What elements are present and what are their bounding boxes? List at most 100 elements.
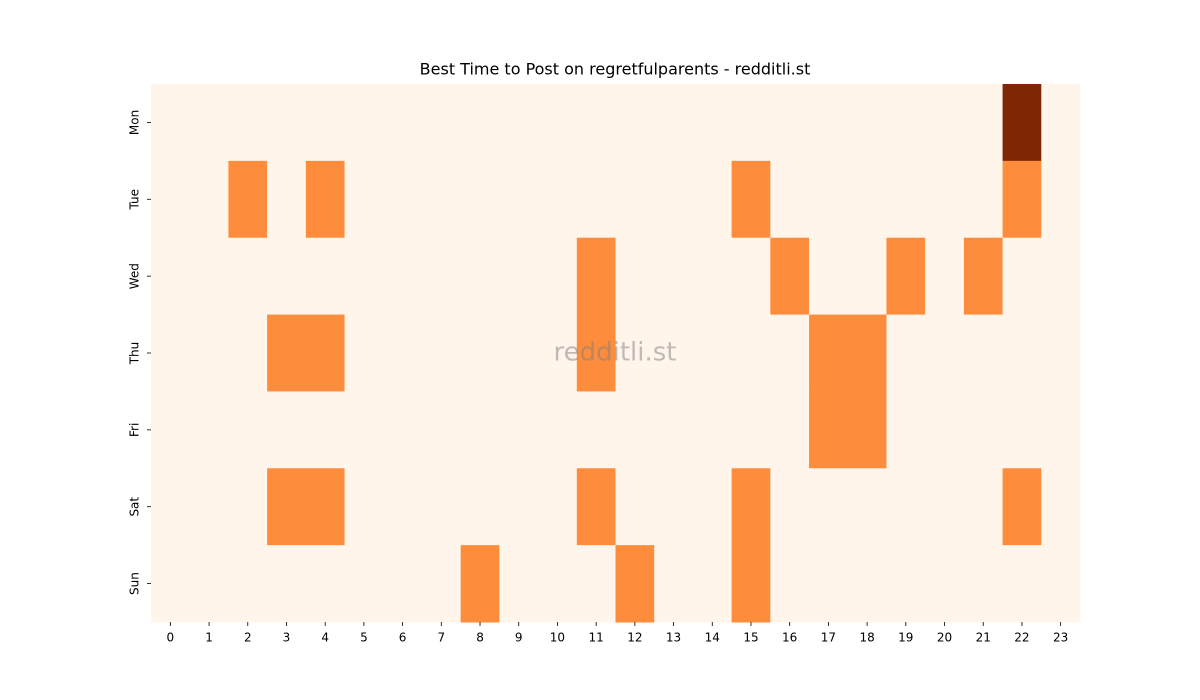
x-tick-label: 16	[782, 631, 797, 645]
cell	[770, 314, 810, 392]
cell	[809, 84, 849, 162]
cell	[228, 468, 268, 546]
x-tick-label: 0	[167, 631, 175, 645]
cell	[770, 237, 810, 316]
x-tick-label: 9	[515, 631, 523, 645]
x-tick-label: 14	[705, 631, 720, 645]
x-tick-label: 21	[976, 631, 991, 645]
x-tick-label: 7	[437, 631, 445, 645]
cell	[383, 237, 423, 316]
cell	[654, 237, 694, 316]
cell	[499, 314, 539, 392]
cell	[847, 160, 887, 239]
cell	[1041, 237, 1081, 316]
cell	[305, 237, 346, 316]
cell	[499, 160, 539, 239]
cell	[692, 314, 733, 392]
x-tick-label: 18	[859, 631, 874, 645]
cell	[421, 237, 462, 316]
cell	[344, 391, 384, 469]
cell	[151, 160, 191, 239]
cell	[151, 468, 191, 546]
cell	[460, 160, 500, 239]
cell	[963, 237, 1004, 316]
x-tick-label: 5	[360, 631, 368, 645]
cell	[692, 237, 733, 316]
cell	[499, 545, 539, 623]
x-tick-label: 20	[937, 631, 952, 645]
cell	[809, 391, 849, 469]
x-tick-label: 10	[550, 631, 565, 645]
cell	[847, 237, 887, 316]
cell	[615, 84, 655, 162]
cell	[383, 468, 423, 546]
cell	[344, 84, 384, 162]
cell	[1041, 391, 1081, 469]
cell	[576, 468, 616, 546]
cell	[847, 545, 887, 623]
cell	[770, 84, 810, 162]
cell	[499, 237, 539, 316]
cell	[692, 545, 733, 623]
cell	[886, 391, 926, 469]
cell	[228, 160, 268, 239]
cell	[886, 545, 926, 623]
cell	[731, 84, 771, 162]
cell	[963, 545, 1004, 623]
cell	[925, 545, 965, 623]
cell	[576, 160, 616, 239]
cell	[421, 314, 462, 392]
x-tick-label: 13	[666, 631, 681, 645]
cell	[615, 160, 655, 239]
cell	[1041, 160, 1081, 239]
y-tick-label: Sat	[128, 497, 142, 517]
cell	[267, 84, 307, 162]
cell	[692, 84, 733, 162]
cell	[615, 468, 655, 546]
cell	[1002, 160, 1042, 239]
cell	[305, 468, 346, 546]
cell	[383, 314, 423, 392]
cell	[886, 314, 926, 392]
cell	[383, 545, 423, 623]
cell	[886, 468, 926, 546]
cell	[654, 84, 694, 162]
cell	[421, 468, 462, 546]
cell	[654, 160, 694, 239]
cell	[963, 468, 1004, 546]
cells	[151, 84, 1081, 623]
cell	[925, 314, 965, 392]
cell	[770, 545, 810, 623]
cell	[460, 391, 500, 469]
cell	[847, 84, 887, 162]
cell	[228, 314, 268, 392]
cell	[383, 391, 423, 469]
cell	[809, 160, 849, 239]
cell	[499, 84, 539, 162]
cell	[576, 237, 616, 316]
cell	[809, 545, 849, 623]
cell	[460, 237, 500, 316]
cell	[1002, 391, 1042, 469]
x-tick-label: 8	[476, 631, 484, 645]
x-tick-label: 12	[627, 631, 642, 645]
cell	[925, 391, 965, 469]
cell	[267, 545, 307, 623]
cell	[925, 160, 965, 239]
cell	[151, 84, 191, 162]
cell	[1002, 84, 1042, 162]
cell	[538, 545, 578, 623]
cell	[538, 84, 578, 162]
cell	[189, 84, 229, 162]
cell	[228, 237, 268, 316]
x-tick-label: 23	[1053, 631, 1068, 645]
cell	[151, 391, 191, 469]
cell	[460, 468, 500, 546]
cell	[731, 314, 771, 392]
cell	[305, 84, 346, 162]
cell	[499, 391, 539, 469]
cell	[615, 314, 655, 392]
cell	[421, 160, 462, 239]
cell	[1002, 545, 1042, 623]
